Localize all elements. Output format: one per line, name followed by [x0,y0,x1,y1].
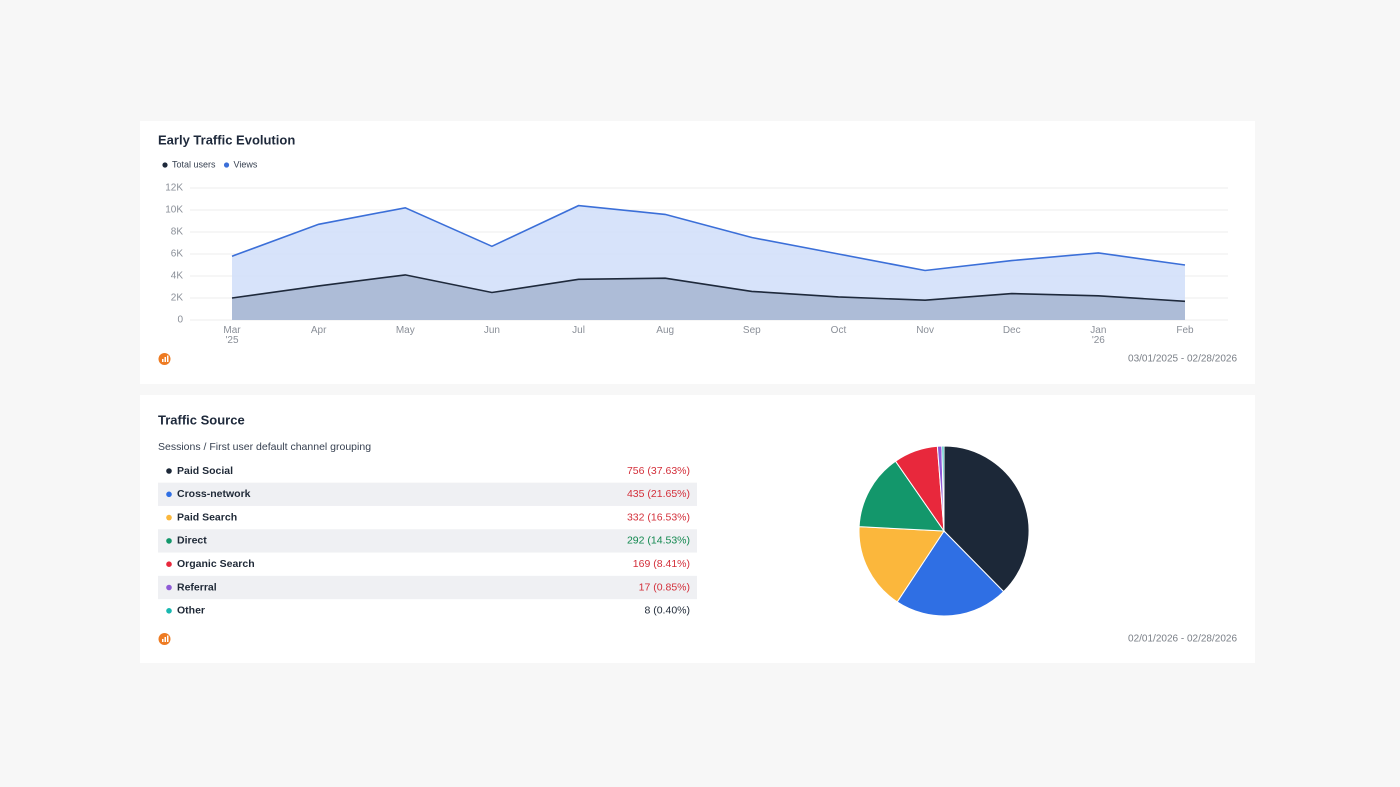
y-tick-label: 0 [177,315,183,326]
source-icon [158,353,171,365]
x-tick-label: Jun [484,325,500,336]
area-fill [232,274,1185,320]
card-title: Traffic Source [158,412,245,427]
date-range: 02/01/2026 - 02/28/2026 [1128,634,1237,645]
card-title: Early Traffic Evolution [158,132,295,147]
date-range: 03/01/2025 - 02/28/2026 [1128,354,1237,365]
series-line [231,204,1186,272]
row-background [158,529,697,553]
subtitle: Sessions / First user default channel gr… [158,441,371,453]
row-value: 8 (0.40%) [644,605,690,617]
row-label: Other [177,605,205,617]
y-tick-label: 12K [165,183,183,194]
row-value: 17 (0.85%) [639,581,690,593]
y-tick-label: 2K [171,293,184,304]
x-tick-label: Oct [831,325,847,336]
x-tick-label: Jul [572,325,585,336]
row-label: Paid Search [177,511,237,523]
pie-slice [896,530,1005,617]
legend-label: Views [234,159,258,169]
legend-dot [166,491,172,498]
x-tick-label: Nov [916,325,934,336]
row-value: 332 (16.53%) [627,511,690,523]
x-tick-label: Jan '26 [1090,325,1106,346]
legend-dot [166,561,172,567]
row-label: Paid Social [177,465,233,477]
legend-dot [166,514,172,521]
pie-slice [943,445,1030,593]
legend-marker [162,162,168,168]
x-tick-label: Dec [1003,325,1021,336]
source-icon [158,633,171,645]
card [140,395,1255,663]
y-tick-label: 6K [171,249,184,260]
row-label: Cross-network [177,488,251,500]
legend-dot [166,538,172,544]
legend-dot [166,468,172,474]
row-value: 169 (8.41%) [633,558,690,570]
x-tick-label: Mar '25 [223,325,241,346]
legend-label: Total users [172,159,216,169]
row-value: 292 (14.53%) [627,535,690,547]
row-label: Organic Search [177,558,255,570]
legend-dot [166,608,172,614]
x-tick-label: Aug [656,325,674,336]
pie-slice [858,460,945,532]
series-line [231,274,1186,303]
pie-slice [941,445,945,532]
y-tick-label: 10K [165,205,183,216]
y-tick-label: 4K [171,271,184,282]
legend-marker [223,162,230,168]
pie-slice [858,526,945,603]
legend-dot [166,584,172,591]
row-value: 435 (21.65%) [627,488,690,500]
row-value: 756 (37.63%) [627,465,690,477]
x-tick-label: Sep [743,325,761,336]
x-tick-label: Apr [311,325,327,336]
y-tick-label: 8K [171,227,184,238]
row-background [158,575,697,600]
x-tick-label: Feb [1176,325,1194,336]
row-label: Direct [177,535,207,547]
row-label: Referral [177,581,217,593]
row-background [158,482,697,506]
x-tick-label: May [396,325,415,336]
